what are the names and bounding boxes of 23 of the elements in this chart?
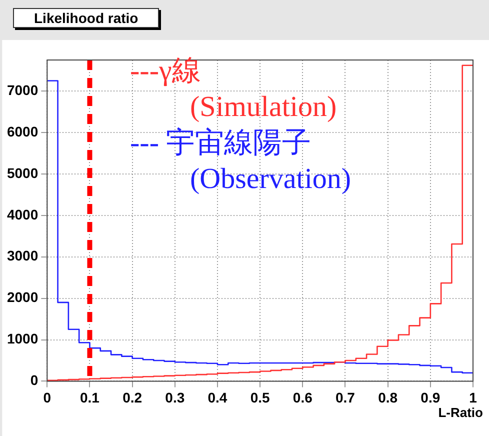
- x-tick-label: 0.6: [292, 389, 313, 406]
- x-tick-label: 0.1: [80, 389, 100, 406]
- x-tick-label: 0.5: [250, 389, 270, 406]
- y-tick-label: 6000: [6, 123, 38, 140]
- y-tick-label: 7000: [6, 82, 38, 98]
- y-tick-label: 0: [30, 372, 38, 388]
- x-tick-label: 0.7: [336, 389, 356, 406]
- x-tick-label: 0.3: [165, 389, 185, 406]
- text: --- 宇宙線陽子 (Observation): [130, 127, 352, 195]
- y-tick-label: 2000: [6, 289, 38, 306]
- y-tick-label: 1000: [6, 330, 38, 347]
- chart-title: Likelihood ratio: [13, 8, 160, 28]
- text: ---γ線 (Simulation): [130, 55, 337, 123]
- x-tick-label: 0.4: [208, 389, 228, 406]
- x-axis-title: L-Ratio: [438, 405, 484, 420]
- x-tick-label: 0.9: [420, 389, 440, 406]
- x-tick-label: 0.8: [378, 389, 398, 406]
- x-tick-label: 0.2: [122, 389, 142, 406]
- y-tick-label: 4000: [6, 206, 38, 222]
- y-tick-label: 3000: [6, 248, 38, 264]
- x-tick-label: 1: [469, 389, 478, 406]
- y-tick-label: 5000: [6, 164, 38, 181]
- x-tick-label: 0: [43, 389, 52, 406]
